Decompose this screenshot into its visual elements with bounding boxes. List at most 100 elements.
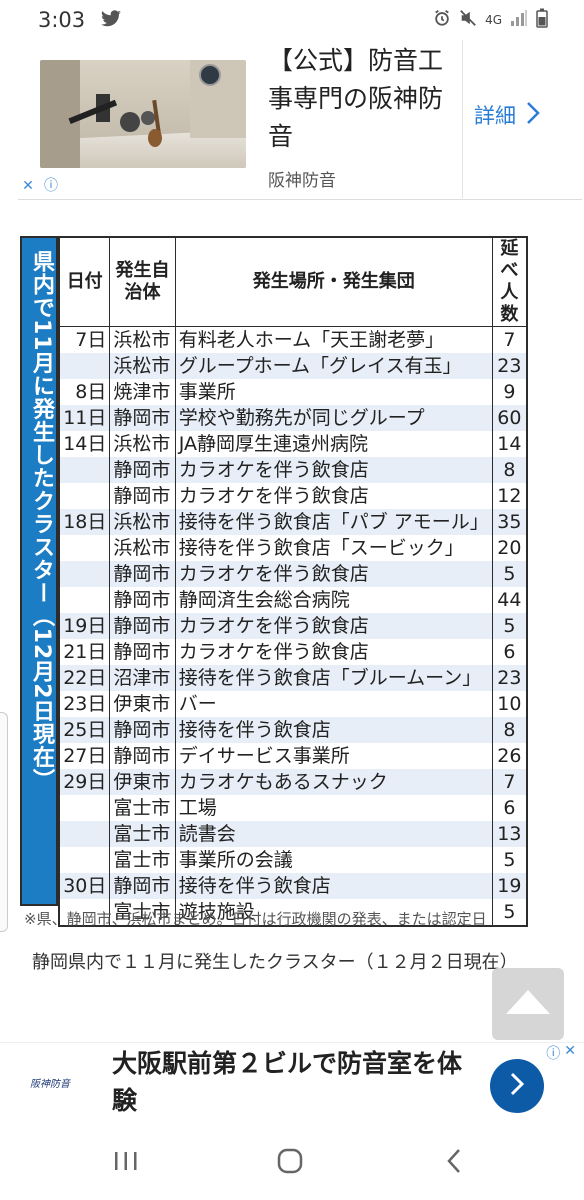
cell-date: 8日 [58,379,111,405]
cell-place: 事業所 [174,379,493,405]
cell-date [58,795,111,821]
ad-close-icon[interactable]: ✕ [22,178,34,194]
table-row: 14日 浜松市 JA静岡厚生連遠州病院 14 [58,431,528,457]
table-row: 22日 沼津市 接待を伴う飲食店「ブルームーン」 23 [58,665,528,691]
ad-choices-bottom[interactable]: ⓘ ✕ [546,1043,576,1063]
recent-apps-icon[interactable] [106,1144,146,1178]
cluster-table: 日付 発生自治体 発生場所・発生集団 延べ人数 7日 浜松市 有料老人ホーム「天王謝… [58,236,528,927]
cell-count: 12 [491,483,528,509]
ad-banner-top[interactable]: 【公式】防音工事専門の阪神防音 阪神防音 詳細 ✕ ⓘ [18,40,582,200]
ad-go-button[interactable] [490,1059,544,1113]
cell-date: 21日 [58,639,111,665]
cell-city: 富士市 [109,899,176,926]
cell-count: 5 [491,847,528,873]
status-bar: 3:03 4G [0,0,584,40]
cell-date [58,561,111,587]
cell-city: 静岡市 [109,743,176,769]
status-time: 3:03 [38,8,86,32]
cell-place: カラオケもあるスナック [174,769,493,795]
cell-date [58,535,111,561]
cell-place: JA静岡厚生連遠州病院 [174,431,493,457]
cell-date: 14日 [58,431,111,457]
ad-close-icon[interactable]: ✕ [564,1043,576,1059]
ad-thumbnail-image[interactable] [40,60,246,168]
table-row: 29日 伊東市 カラオケもあるスナック 7 [58,769,528,795]
scroll-to-top-button[interactable] [492,968,564,1040]
cell-place: 接待を伴う飲食店「ブルームーン」 [174,665,493,691]
system-nav-bar [0,1122,584,1200]
table-row: 23日 伊東市 バー 10 [58,691,528,717]
cell-place: バー [174,691,493,717]
network-label: 4G [485,12,502,27]
cell-place: 接待を伴う飲食店 [174,873,493,899]
table-row: 18日 浜松市 接待を伴う飲食店「パブ アモール」 35 [58,509,528,535]
ad-title[interactable]: 【公式】防音工事専門の阪神防音 [268,46,444,151]
triangle-up-icon [505,989,551,1019]
cell-count: 5 [491,561,528,587]
cell-city: 富士市 [109,795,176,821]
table-row: 浜松市 接待を伴う飲食店「スービック」 20 [58,535,528,561]
table-row: 30日 静岡市 接待を伴う飲食店 19 [58,873,528,899]
ad-banner-bottom[interactable]: 阪神防音 大阪駅前第２ビルで防音室を体験 ⓘ ✕ [0,1042,584,1122]
cell-place: 有料老人ホーム「天王謝老夢」 [174,326,493,353]
cell-place: カラオケを伴う飲食店 [174,483,493,509]
side-scroll-handle[interactable] [0,712,8,932]
cell-city: 静岡市 [109,587,176,613]
cell-date: 29日 [58,769,111,795]
cell-count: 6 [491,795,528,821]
cell-place: カラオケを伴う飲食店 [174,561,493,587]
cell-place: 静岡済生会総合病院 [174,587,493,613]
back-icon[interactable] [434,1144,474,1178]
cell-place: 接待を伴う飲食店 [174,717,493,743]
cell-count: 20 [491,535,528,561]
cell-date: 27日 [58,743,111,769]
cell-city: 静岡市 [109,873,176,899]
table-row: 富士市 事業所の会議 5 [58,847,528,873]
cluster-table-figure: 県内で11月に発生したクラスター（12月2日現在） 日付 発生自治体 発生場所・… [20,236,564,927]
cell-place: デイサービス事業所 [174,743,493,769]
cell-place: 事業所の会議 [174,847,493,873]
ad-brand: 阪神防音 [268,171,336,191]
cell-count: 5 [491,899,528,926]
cell-count: 23 [491,353,528,379]
cell-date: 22日 [58,665,111,691]
cell-place: 接待を伴う飲食店「パブ アモール」 [174,509,493,535]
image-caption: 静岡県内で１１月に発生したクラスター（１２月２日現在） [32,952,518,973]
cell-city: 伊東市 [109,769,176,795]
ad-choices[interactable]: ✕ ⓘ [18,176,61,196]
cell-place: 読書会 [174,821,493,847]
cell-count: 7 [491,326,528,353]
table-row: 19日 静岡市 カラオケを伴う飲食店 5 [58,613,528,639]
table-header-row: 日付 発生自治体 発生場所・発生集団 延べ人数 [58,236,528,327]
cell-count: 6 [491,639,528,665]
cell-count: 9 [491,379,528,405]
chevron-right-icon [509,1072,525,1100]
sidebar-title: 県内で11月に発生したクラスター（12月2日現在） [29,250,54,792]
ad-bottom-text[interactable]: 大阪駅前第２ビルで防音室を体験 [112,1049,463,1115]
status-icons: 4G [433,8,548,31]
cell-city: 沼津市 [109,665,176,691]
ad-info-icon[interactable]: ⓘ [546,1046,561,1062]
cell-city: 浜松市 [109,535,176,561]
cell-count: 8 [491,457,528,483]
cell-city: 静岡市 [109,717,176,743]
cell-place: カラオケを伴う飲食店 [174,639,493,665]
signal-icon [510,10,528,29]
table-row: 富士市 読書会 13 [58,821,528,847]
table-row: 静岡市 カラオケを伴う飲食店 8 [58,457,528,483]
header-date: 日付 [58,236,111,327]
cell-count: 60 [491,405,528,431]
cell-place: 接待を伴う飲食店「スービック」 [174,535,493,561]
cell-city: 伊東市 [109,691,176,717]
cell-count: 7 [491,769,528,795]
home-icon[interactable] [270,1144,310,1178]
cell-date [58,457,111,483]
table-row: 27日 静岡市 デイサービス事業所 26 [58,743,528,769]
cell-date: 25日 [58,717,111,743]
cell-date [58,483,111,509]
alarm-icon [433,9,451,30]
ad-info-icon[interactable]: ⓘ [44,178,58,194]
cell-place: 遊技施設 [174,899,493,926]
cell-count: 19 [491,873,528,899]
ad-detail-button[interactable]: 詳細 [474,100,540,130]
